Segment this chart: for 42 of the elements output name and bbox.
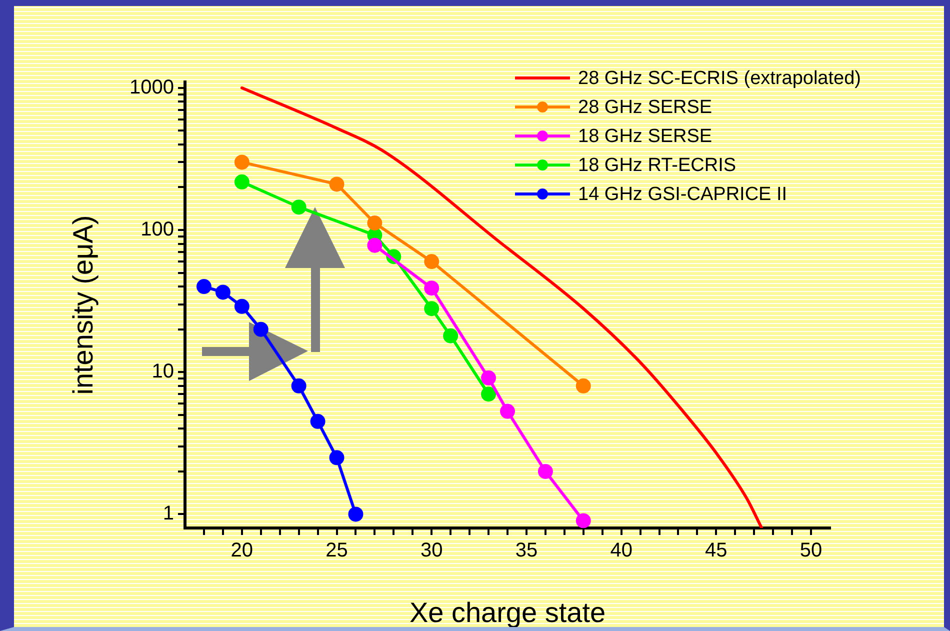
point — [215, 284, 230, 300]
point — [234, 174, 250, 190]
point — [329, 176, 344, 192]
y-axis-title: intensity (eμA) — [68, 215, 99, 395]
y-tick-label: 1000 — [130, 76, 174, 98]
point — [367, 238, 382, 253]
point — [481, 386, 496, 402]
point — [500, 404, 515, 419]
legend-label: 14 GHz GSI-CAPRICE II — [578, 184, 788, 206]
point — [348, 506, 364, 522]
point — [424, 301, 440, 316]
point — [253, 322, 268, 337]
x-tick-label: 40 — [610, 540, 632, 562]
legend-label: 18 GHz SERSE — [578, 126, 712, 148]
point — [196, 279, 212, 294]
legend-label: 28 GHz SC-ECRIS (extrapolated) — [578, 68, 861, 90]
point — [481, 370, 496, 386]
x-tick-label: 45 — [705, 540, 728, 562]
point — [291, 378, 306, 394]
point — [367, 216, 382, 231]
x-tick-label: 30 — [420, 540, 443, 562]
point — [424, 280, 440, 296]
point — [310, 414, 326, 429]
point — [424, 254, 440, 270]
x-tick-label: 35 — [515, 540, 538, 562]
y-tick-label: 100 — [140, 218, 174, 241]
x-tick-label: 20 — [230, 540, 254, 562]
point — [576, 513, 591, 528]
legend-label: 18 GHz RT-ECRIS — [578, 155, 736, 176]
x-axis-title: Xe charge state — [409, 596, 606, 628]
point — [538, 464, 553, 479]
point — [329, 450, 344, 466]
x-tick-label: 50 — [800, 540, 822, 562]
y-tick-label: 1 — [162, 502, 174, 525]
y-tick-label: 10 — [152, 360, 174, 383]
point — [443, 328, 458, 344]
point — [234, 298, 250, 314]
point — [576, 378, 591, 394]
x-tick-label: 25 — [326, 540, 348, 562]
point — [234, 154, 250, 170]
point — [291, 200, 306, 215]
legend-label: 28 GHz SERSE — [578, 97, 712, 118]
